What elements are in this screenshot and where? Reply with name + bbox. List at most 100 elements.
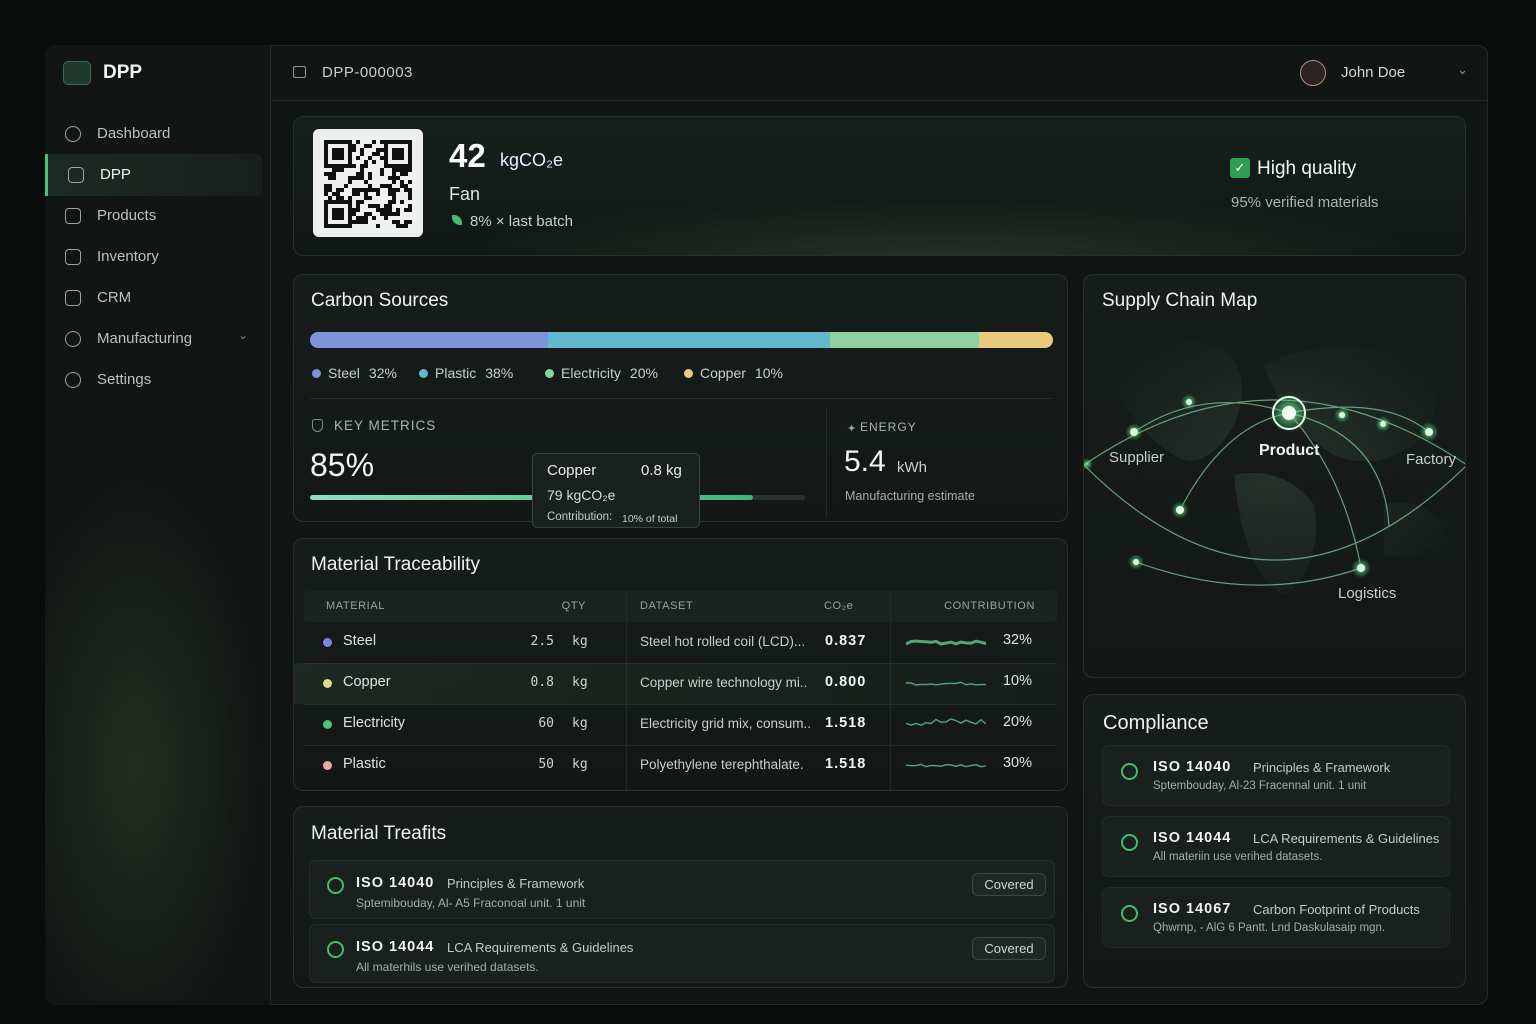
qr-module (388, 176, 392, 180)
column-header: CO₂e (824, 600, 854, 612)
material-dot (323, 761, 332, 770)
qr-module (356, 216, 360, 220)
qr-module (396, 188, 400, 192)
qr-module (368, 156, 372, 160)
qr-module (400, 224, 404, 228)
qr-module (324, 172, 328, 176)
qr-module (372, 188, 376, 192)
check-icon (327, 941, 344, 958)
nav-label[interactable]: DPP (100, 166, 131, 183)
carbon-bar (310, 332, 1053, 348)
nav-label[interactable]: Manufacturing (97, 330, 193, 347)
qr-module (368, 188, 372, 192)
column-header: CONTRIBUTION (944, 600, 1035, 612)
nav-item[interactable]: Products (45, 195, 262, 237)
nav-icon (65, 331, 81, 347)
nav-item[interactable]: DPP (45, 154, 262, 196)
qr-module (364, 160, 368, 164)
key-metrics-value: 85% (310, 447, 375, 483)
qr-module (360, 172, 364, 176)
qr-module (352, 148, 356, 152)
traceability-card: Material Traceability MATERIAL QTY DATASET… (293, 538, 1068, 791)
qty: 2.5 (530, 634, 554, 649)
qr-module (352, 220, 356, 224)
hero-card: 42 kgCO₂e Fan 8% × last batch ✓ High qua… (293, 116, 1466, 256)
nav-label[interactable]: CRM (97, 289, 132, 306)
qr-module (360, 148, 364, 152)
qr-module (352, 208, 356, 212)
qr-module (408, 188, 412, 192)
qr-module (360, 164, 364, 168)
legend-name: Electricity (561, 365, 621, 381)
qr-module (356, 204, 360, 208)
energy-note: Manufacturing estimate (845, 489, 975, 503)
passport-icon (293, 66, 306, 78)
qr-module (408, 168, 412, 172)
sidebar: DPP Dashboard DPP Products Inventory CRM Manu… (45, 45, 271, 1005)
qr-module (356, 200, 360, 204)
user-menu-chevron[interactable]: ⌄ (1457, 62, 1468, 77)
legend-dot (419, 369, 428, 378)
dataset: Electricity grid mix, consum.. (640, 716, 812, 731)
sparkline-line (906, 718, 986, 726)
carbon-segment (830, 332, 979, 348)
status-badge[interactable]: Covered (972, 873, 1046, 896)
tooltip-contribution-label: Contribution: (547, 511, 613, 523)
nav-item[interactable]: CRM (45, 277, 262, 319)
qr-module (340, 168, 344, 172)
nav-chevron[interactable]: ⌄ (238, 328, 249, 342)
status-badge[interactable]: Covered (972, 937, 1046, 960)
column-header: QTY (561, 600, 586, 612)
qr-module (408, 208, 412, 212)
material-dot (323, 638, 332, 647)
qr-module (368, 212, 372, 216)
standard-title: Principles & Framework (447, 876, 585, 891)
check-icon (1121, 763, 1138, 780)
energy-label: ENERGY (860, 420, 917, 434)
standard-title: LCA Requirements & Guidelines (1253, 831, 1440, 846)
qr-module (356, 156, 360, 160)
energy-value: 5.4 (844, 445, 886, 478)
qr-module (364, 220, 368, 224)
contribution: 32% (1002, 632, 1032, 648)
standard-code: ISO 14067 (1153, 901, 1232, 917)
qr-module (348, 196, 352, 200)
nav-item[interactable]: Manufacturing ⌄ (45, 318, 262, 360)
qr-module (380, 156, 384, 160)
dataset: Polyethylene terephthalate. (640, 757, 804, 772)
qr-module (364, 192, 368, 196)
co2e: 1.518 (825, 756, 867, 772)
qr-module (328, 176, 332, 180)
qr-module (364, 180, 368, 184)
sparkline (906, 763, 986, 768)
qr-module (380, 212, 384, 216)
user-name[interactable]: John Doe (1341, 64, 1406, 81)
nav-item[interactable]: Inventory (45, 236, 262, 278)
legend-item: Plastic 38% (419, 365, 513, 381)
qr-module (392, 200, 396, 204)
qr-module (380, 208, 384, 212)
tooltip: Copper 0.8 kg 79 kgCO₂e Contribution: 10… (532, 453, 700, 528)
nav-item[interactable]: Settings (45, 359, 262, 401)
nav-label[interactable]: Dashboard (97, 125, 171, 142)
qr-module (340, 196, 344, 200)
standard-title: Principles & Framework (1253, 760, 1391, 775)
qr-module (344, 184, 348, 188)
tooltip-contribution: 10% of total (622, 513, 678, 525)
nav-label[interactable]: Settings (97, 371, 152, 388)
nav-icon (65, 290, 81, 306)
qr-module (356, 220, 360, 224)
co2e: 0.800 (825, 674, 867, 690)
qr-module (388, 192, 392, 196)
legend-name: Copper (700, 365, 746, 381)
footprint-unit: kgCO₂e (500, 150, 564, 170)
row-highlight (294, 663, 1067, 704)
nav-item[interactable]: Dashboard (45, 113, 262, 155)
nav-label[interactable]: Inventory (97, 248, 159, 265)
avatar[interactable] (1300, 60, 1326, 86)
legend-item: Steel 32% (312, 365, 397, 381)
standard-desc: All materhils use verihed datasets. (356, 960, 539, 974)
legend-dot (545, 369, 554, 378)
quality: High quality (1257, 158, 1357, 179)
nav-label[interactable]: Products (97, 207, 157, 224)
